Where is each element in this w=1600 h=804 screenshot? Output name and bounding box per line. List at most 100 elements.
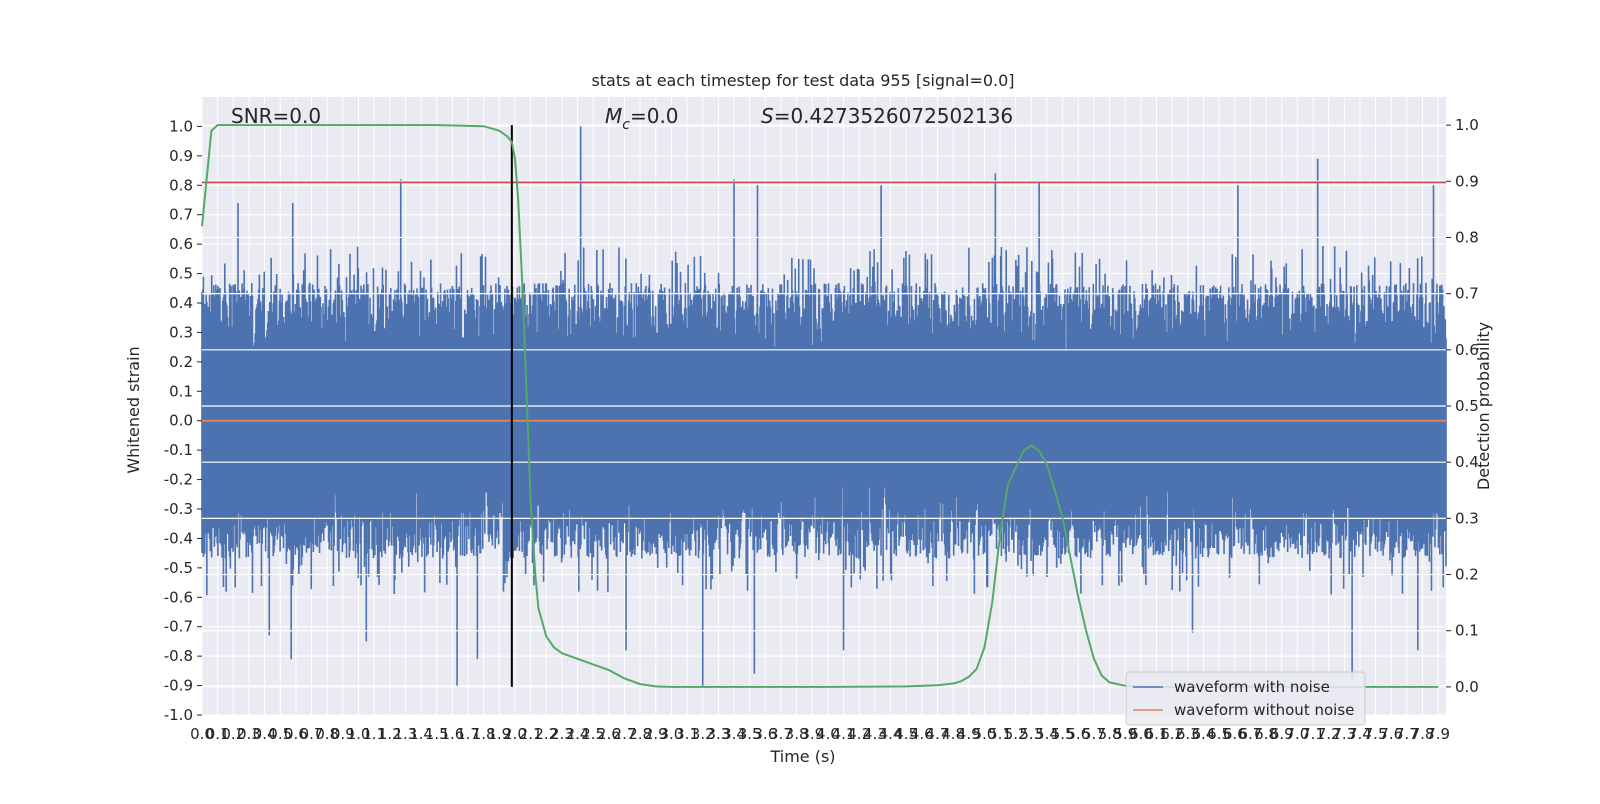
chirp-mass-subscript: c — [622, 117, 630, 133]
y-tick-label: -0.5 — [164, 559, 193, 577]
x-tick-label: 7.8 — [1411, 725, 1435, 743]
x-tick-label: 7.2 — [1317, 725, 1341, 743]
x-tick-label: 7.0 — [1285, 725, 1309, 743]
chirp-mass-value: =0.0 — [630, 104, 679, 128]
x-tick-label: 7.9 — [1426, 725, 1450, 743]
x-tick-label: 0.1 — [206, 725, 230, 743]
y2-tick-label: 0.9 — [1455, 172, 1479, 190]
y-tick-label: -0.7 — [164, 618, 193, 636]
x-tick-label: 7.7 — [1395, 725, 1419, 743]
x-tick-label: 6.6 — [1223, 725, 1247, 743]
x-tick-label: 6.4 — [1192, 725, 1216, 743]
chirp-mass-annotation: Mc=0.0 — [605, 104, 679, 133]
y-tick-label: 0.2 — [169, 353, 193, 371]
x-tick-label: 3.4 — [722, 725, 746, 743]
x-tick-label: 0.0 — [190, 725, 214, 743]
x-tick-label: 6.1 — [1145, 725, 1169, 743]
series-detection-probability — [201, 124, 1439, 688]
x-tick-label: 5.7 — [1082, 725, 1106, 743]
y2-axis-label: Detection probability — [1474, 322, 1493, 490]
x-tick-label: 2.8 — [628, 725, 652, 743]
x-tick-label: 1.5 — [425, 725, 449, 743]
x-tick-label: 5.8 — [1098, 725, 1122, 743]
x-tick-label: 2.2 — [534, 725, 558, 743]
y-tick-label: -0.2 — [164, 471, 193, 489]
x-tick-label: 4.2 — [847, 725, 871, 743]
x-tick-label: 3.7 — [769, 725, 793, 743]
y-tick-label: -0.4 — [164, 529, 193, 547]
y-axis-label: Whitened strain — [124, 346, 143, 473]
s-symbol: S — [761, 104, 774, 128]
x-tick-label: 1.7 — [456, 725, 480, 743]
y2-tick-label: 0.2 — [1455, 566, 1479, 584]
x-tick-label: 5.3 — [1019, 725, 1043, 743]
x-tick-label: 6.5 — [1207, 725, 1231, 743]
x-axis-label: Time (s) — [769, 747, 835, 766]
x-tick-label: 1.6 — [440, 725, 464, 743]
x-tick-label: 3.3 — [706, 725, 730, 743]
y2-tick-label: 0.8 — [1455, 228, 1479, 246]
x-tick-label: 1.8 — [472, 725, 496, 743]
y-tick-label: -0.8 — [164, 647, 193, 665]
y-tick-label: -0.6 — [164, 588, 193, 606]
x-tick-label: 0.4 — [253, 725, 277, 743]
x-tick-label: 6.0 — [1129, 725, 1153, 743]
y2-tick-label: 0.1 — [1455, 622, 1479, 640]
x-tick-label: 2.0 — [503, 725, 527, 743]
x-tick-label: 4.8 — [941, 725, 965, 743]
x-tick-label: 4.5 — [894, 725, 918, 743]
y-tick-label: 0.3 — [169, 323, 193, 341]
x-tick-label: 7.6 — [1379, 725, 1403, 743]
x-tick-label: 2.5 — [581, 725, 605, 743]
y-tick-label: 0.1 — [169, 382, 193, 400]
x-tick-label: 7.4 — [1348, 725, 1372, 743]
x-tick-label: 6.2 — [1160, 725, 1184, 743]
x-tick-label: 4.0 — [816, 725, 840, 743]
legend-label-waveform-with-noise: waveform with noise — [1174, 678, 1330, 696]
y-tick-label: 0.9 — [169, 147, 193, 165]
x-tick-label: 2.9 — [644, 725, 668, 743]
x-tick-label: 6.7 — [1238, 725, 1262, 743]
x-tick-label: 2.4 — [566, 725, 590, 743]
chirp-mass-symbol: M — [605, 104, 622, 128]
x-tick-label: 1.0 — [347, 725, 371, 743]
x-tick-label: 6.9 — [1270, 725, 1294, 743]
x-tick-label: 5.5 — [1051, 725, 1075, 743]
x-tick-label: 0.2 — [221, 725, 245, 743]
x-tick-label: 5.1 — [988, 725, 1012, 743]
x-tick-label: 5.2 — [1004, 725, 1028, 743]
s-value: =0.4273526072502136 — [774, 104, 1013, 128]
x-tick-label: 1.3 — [393, 725, 417, 743]
x-tick-label: 1.4 — [409, 725, 433, 743]
x-tick-label: 3.0 — [660, 725, 684, 743]
x-tick-label: 4.6 — [910, 725, 934, 743]
x-tick-label: 4.7 — [926, 725, 950, 743]
x-tick-label: 0.9 — [331, 725, 355, 743]
y-tick-label: 0.6 — [169, 235, 193, 253]
x-tick-label: 3.2 — [691, 725, 715, 743]
x-tick-label: 7.5 — [1364, 725, 1388, 743]
legend-box — [1125, 671, 1366, 726]
x-tick-label: 1.2 — [378, 725, 402, 743]
x-tick-label: 5.6 — [1066, 725, 1090, 743]
s-annotation: S=0.4273526072502136 — [761, 104, 1013, 128]
y-tick-label: 1.0 — [169, 117, 193, 135]
x-tick-label: 3.8 — [785, 725, 809, 743]
x-tick-label: 5.9 — [1113, 725, 1137, 743]
y-tick-label: 0.8 — [169, 176, 193, 194]
y2-tick-label: 1.0 — [1455, 116, 1479, 134]
y-tick-label: -1.0 — [164, 706, 193, 724]
x-tick-label: 0.7 — [300, 725, 324, 743]
x-tick-label: 7.3 — [1332, 725, 1356, 743]
x-tick-label: 6.8 — [1254, 725, 1278, 743]
x-tick-label: 4.3 — [863, 725, 887, 743]
chart-title: stats at each timestep for test data 955… — [591, 71, 1014, 90]
y-tick-label: -0.3 — [164, 500, 193, 518]
x-tick-label: 3.9 — [800, 725, 824, 743]
x-tick-label: 2.7 — [613, 725, 637, 743]
x-tick-label: 4.9 — [957, 725, 981, 743]
legend: waveform with noise waveform without noi… — [1125, 671, 1366, 726]
x-tick-label: 4.1 — [832, 725, 856, 743]
